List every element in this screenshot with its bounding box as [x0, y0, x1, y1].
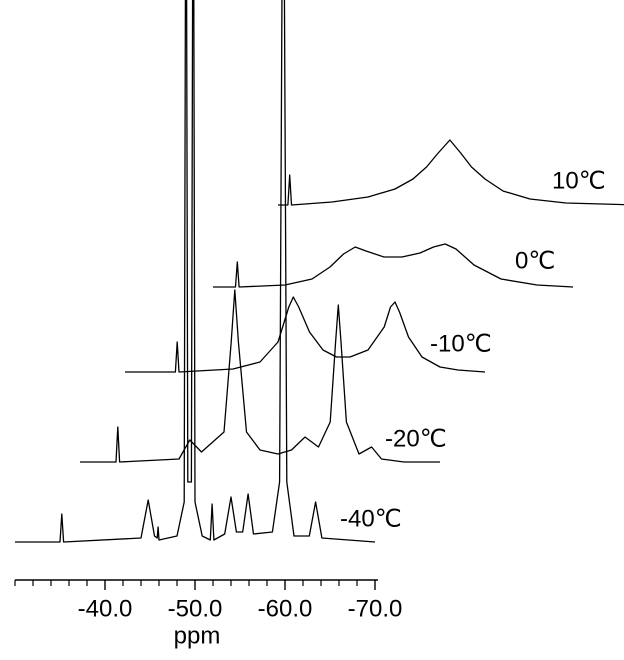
- trace-label: 0℃: [515, 247, 555, 274]
- x-tick-label: -60.0: [258, 595, 313, 622]
- spectrum-trace: [125, 296, 486, 373]
- trace-label: -40℃: [340, 505, 402, 532]
- spectrum-trace: [15, 0, 376, 543]
- trace-label: 10℃: [552, 167, 606, 194]
- x-axis-label: ppm: [174, 622, 221, 649]
- spectrum-trace: [278, 139, 624, 206]
- trace-label: -10℃: [430, 330, 492, 357]
- x-tick-label: -70.0: [348, 595, 403, 622]
- spectrum-trace: [213, 243, 574, 288]
- x-tick-label: -40.0: [78, 595, 133, 622]
- trace-label: -20℃: [385, 425, 447, 452]
- x-tick-label: -50.0: [168, 595, 223, 622]
- spectrum-trace: [80, 289, 440, 463]
